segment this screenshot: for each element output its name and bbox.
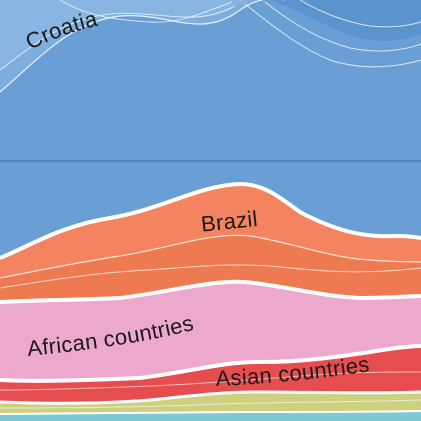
olive-inner-separator [0,399,421,409]
olive-top-outline [0,390,421,405]
teal-top-outline [0,410,421,415]
brazil-inner-separator-1 [0,234,421,279]
croatia-separator-5 [264,1,421,52]
brazil-inner-separator-2 [0,264,421,289]
croatia-separator-6 [299,0,421,28]
croatia-separator-4 [244,3,421,68]
african-top-outline [0,279,421,304]
brazil-label: Brazil [200,206,259,237]
brazil-top-outline [0,181,421,260]
asian-top-outline [0,344,421,383]
croatia-upper-layer-2 [0,0,270,70]
croatia-separator-1 [0,0,285,93]
croatia-separator-3 [59,0,233,23]
croatia-separator-2 [0,5,236,71]
asian-inner-separator [0,371,421,391]
teal-band [0,411,421,421]
